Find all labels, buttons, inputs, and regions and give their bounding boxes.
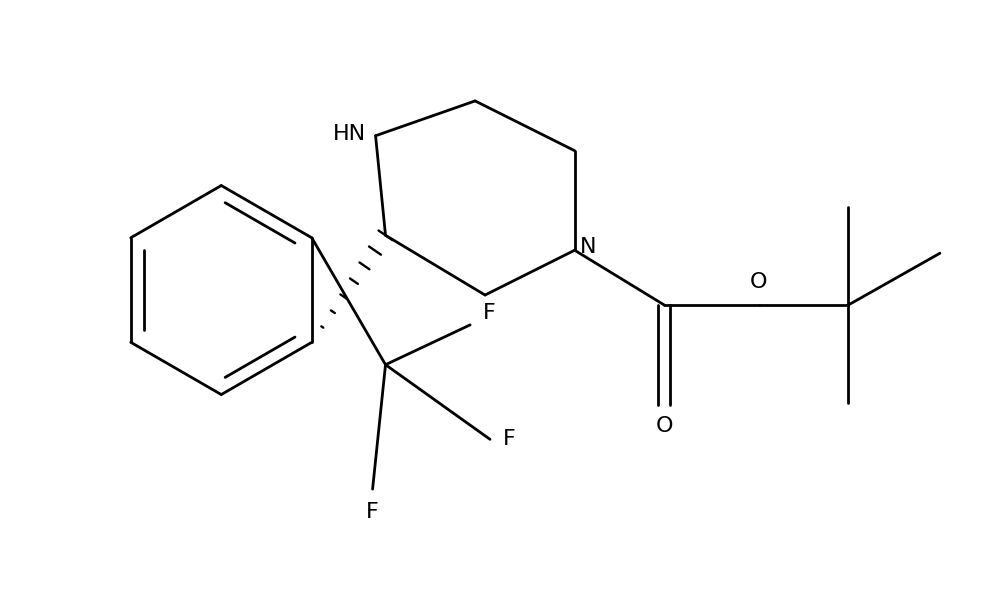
Text: F: F [366, 502, 379, 522]
Text: O: O [750, 272, 767, 292]
Text: O: O [655, 416, 673, 436]
Text: N: N [580, 237, 596, 257]
Text: HN: HN [332, 124, 366, 144]
Text: F: F [503, 430, 516, 449]
Text: F: F [483, 303, 496, 323]
